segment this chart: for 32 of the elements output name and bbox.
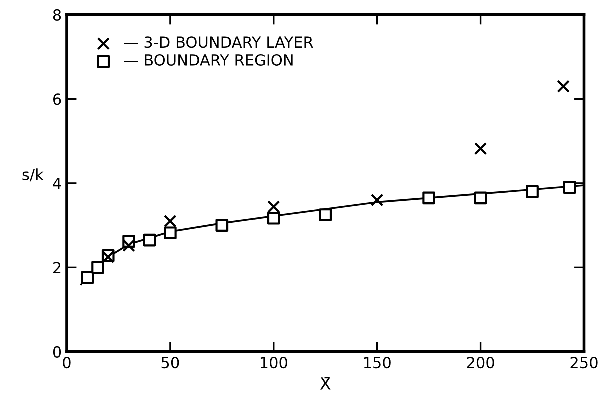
- x-tick-label: 100: [260, 357, 288, 369]
- point: [122, 239, 136, 252]
- x-tick-label: 150: [364, 357, 391, 369]
- x-tick-label: 250: [570, 357, 598, 369]
- point: [267, 200, 280, 214]
- x-tick-label: 0: [63, 357, 71, 369]
- point: [526, 185, 539, 198]
- point: [81, 271, 94, 284]
- point: [319, 208, 332, 222]
- point: [557, 80, 570, 93]
- y-tick-label: 4: [53, 178, 62, 190]
- x-tick-label: 200: [467, 357, 494, 369]
- y-tick-label: 8: [53, 9, 62, 21]
- y-tick-label: 6: [53, 94, 62, 106]
- point: [92, 261, 104, 274]
- point: [143, 234, 156, 247]
- y-axis-title: s/k: [22, 168, 44, 182]
- point: [474, 192, 488, 205]
- point: [267, 212, 280, 225]
- point: [422, 192, 436, 205]
- point: [370, 194, 384, 207]
- point: [216, 219, 229, 232]
- point: [563, 181, 576, 194]
- legend-label: — BOUNDARY REGION: [124, 54, 293, 66]
- x-tick-label: 50: [162, 357, 180, 369]
- y-tick-label: 0: [53, 346, 62, 358]
- x-axis-title: X̄: [320, 377, 331, 390]
- point: [164, 214, 177, 228]
- y-tick-label: 2: [54, 262, 61, 274]
- point: [474, 142, 488, 156]
- point: [164, 226, 177, 240]
- legend-label: — 3-D BOUNDARY LAYER: [124, 36, 314, 48]
